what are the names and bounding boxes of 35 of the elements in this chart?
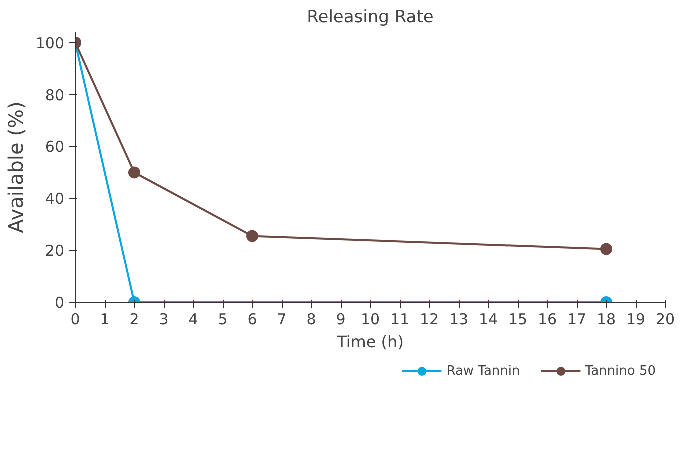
x-tick-label: 15	[508, 310, 528, 328]
x-tick-label: 8	[306, 310, 316, 328]
chart-title: Releasing Rate	[307, 8, 434, 28]
x-tick-label: 4	[188, 310, 198, 328]
x-tick-label: 14	[478, 310, 498, 328]
y-tick-label: 40	[45, 190, 65, 208]
x-tick-label: 7	[277, 310, 287, 328]
y-tick-label: 80	[45, 86, 65, 104]
x-tick-label: 9	[336, 310, 346, 328]
point	[600, 243, 612, 256]
point	[128, 166, 140, 179]
x-tick-label: 1	[100, 310, 110, 328]
x-tick-label: 19	[626, 310, 646, 328]
x-tick-label: 13	[449, 310, 469, 328]
y-tick-label: 0	[54, 294, 65, 312]
x-tick-label: 2	[130, 310, 140, 328]
x-tick-label: 17	[567, 310, 587, 328]
legend-label: Tannino 50	[585, 364, 656, 378]
x-tick-label: 0	[70, 310, 80, 328]
x-tick-label: 6	[248, 310, 258, 328]
y-tick-label: 60	[45, 138, 65, 156]
x-axis-title: Time (h)	[336, 332, 404, 352]
y-tick-label: 20	[45, 242, 65, 260]
x-tick-label: 18	[596, 310, 616, 328]
x-tick-label: 10	[360, 310, 380, 328]
y-axis-title: Available (%)	[4, 102, 28, 234]
y-tick-label: 100	[36, 34, 65, 52]
x-tick-label: 11	[390, 310, 410, 328]
point	[246, 230, 258, 242]
x-tick-label: 3	[159, 310, 169, 328]
x-tick-label: 16	[538, 310, 558, 328]
legend-label: Raw Tannin	[446, 364, 520, 378]
x-tick-label: 12	[420, 310, 440, 328]
x-tick-label: 20	[656, 310, 676, 328]
x-tick-label: 5	[218, 310, 228, 328]
